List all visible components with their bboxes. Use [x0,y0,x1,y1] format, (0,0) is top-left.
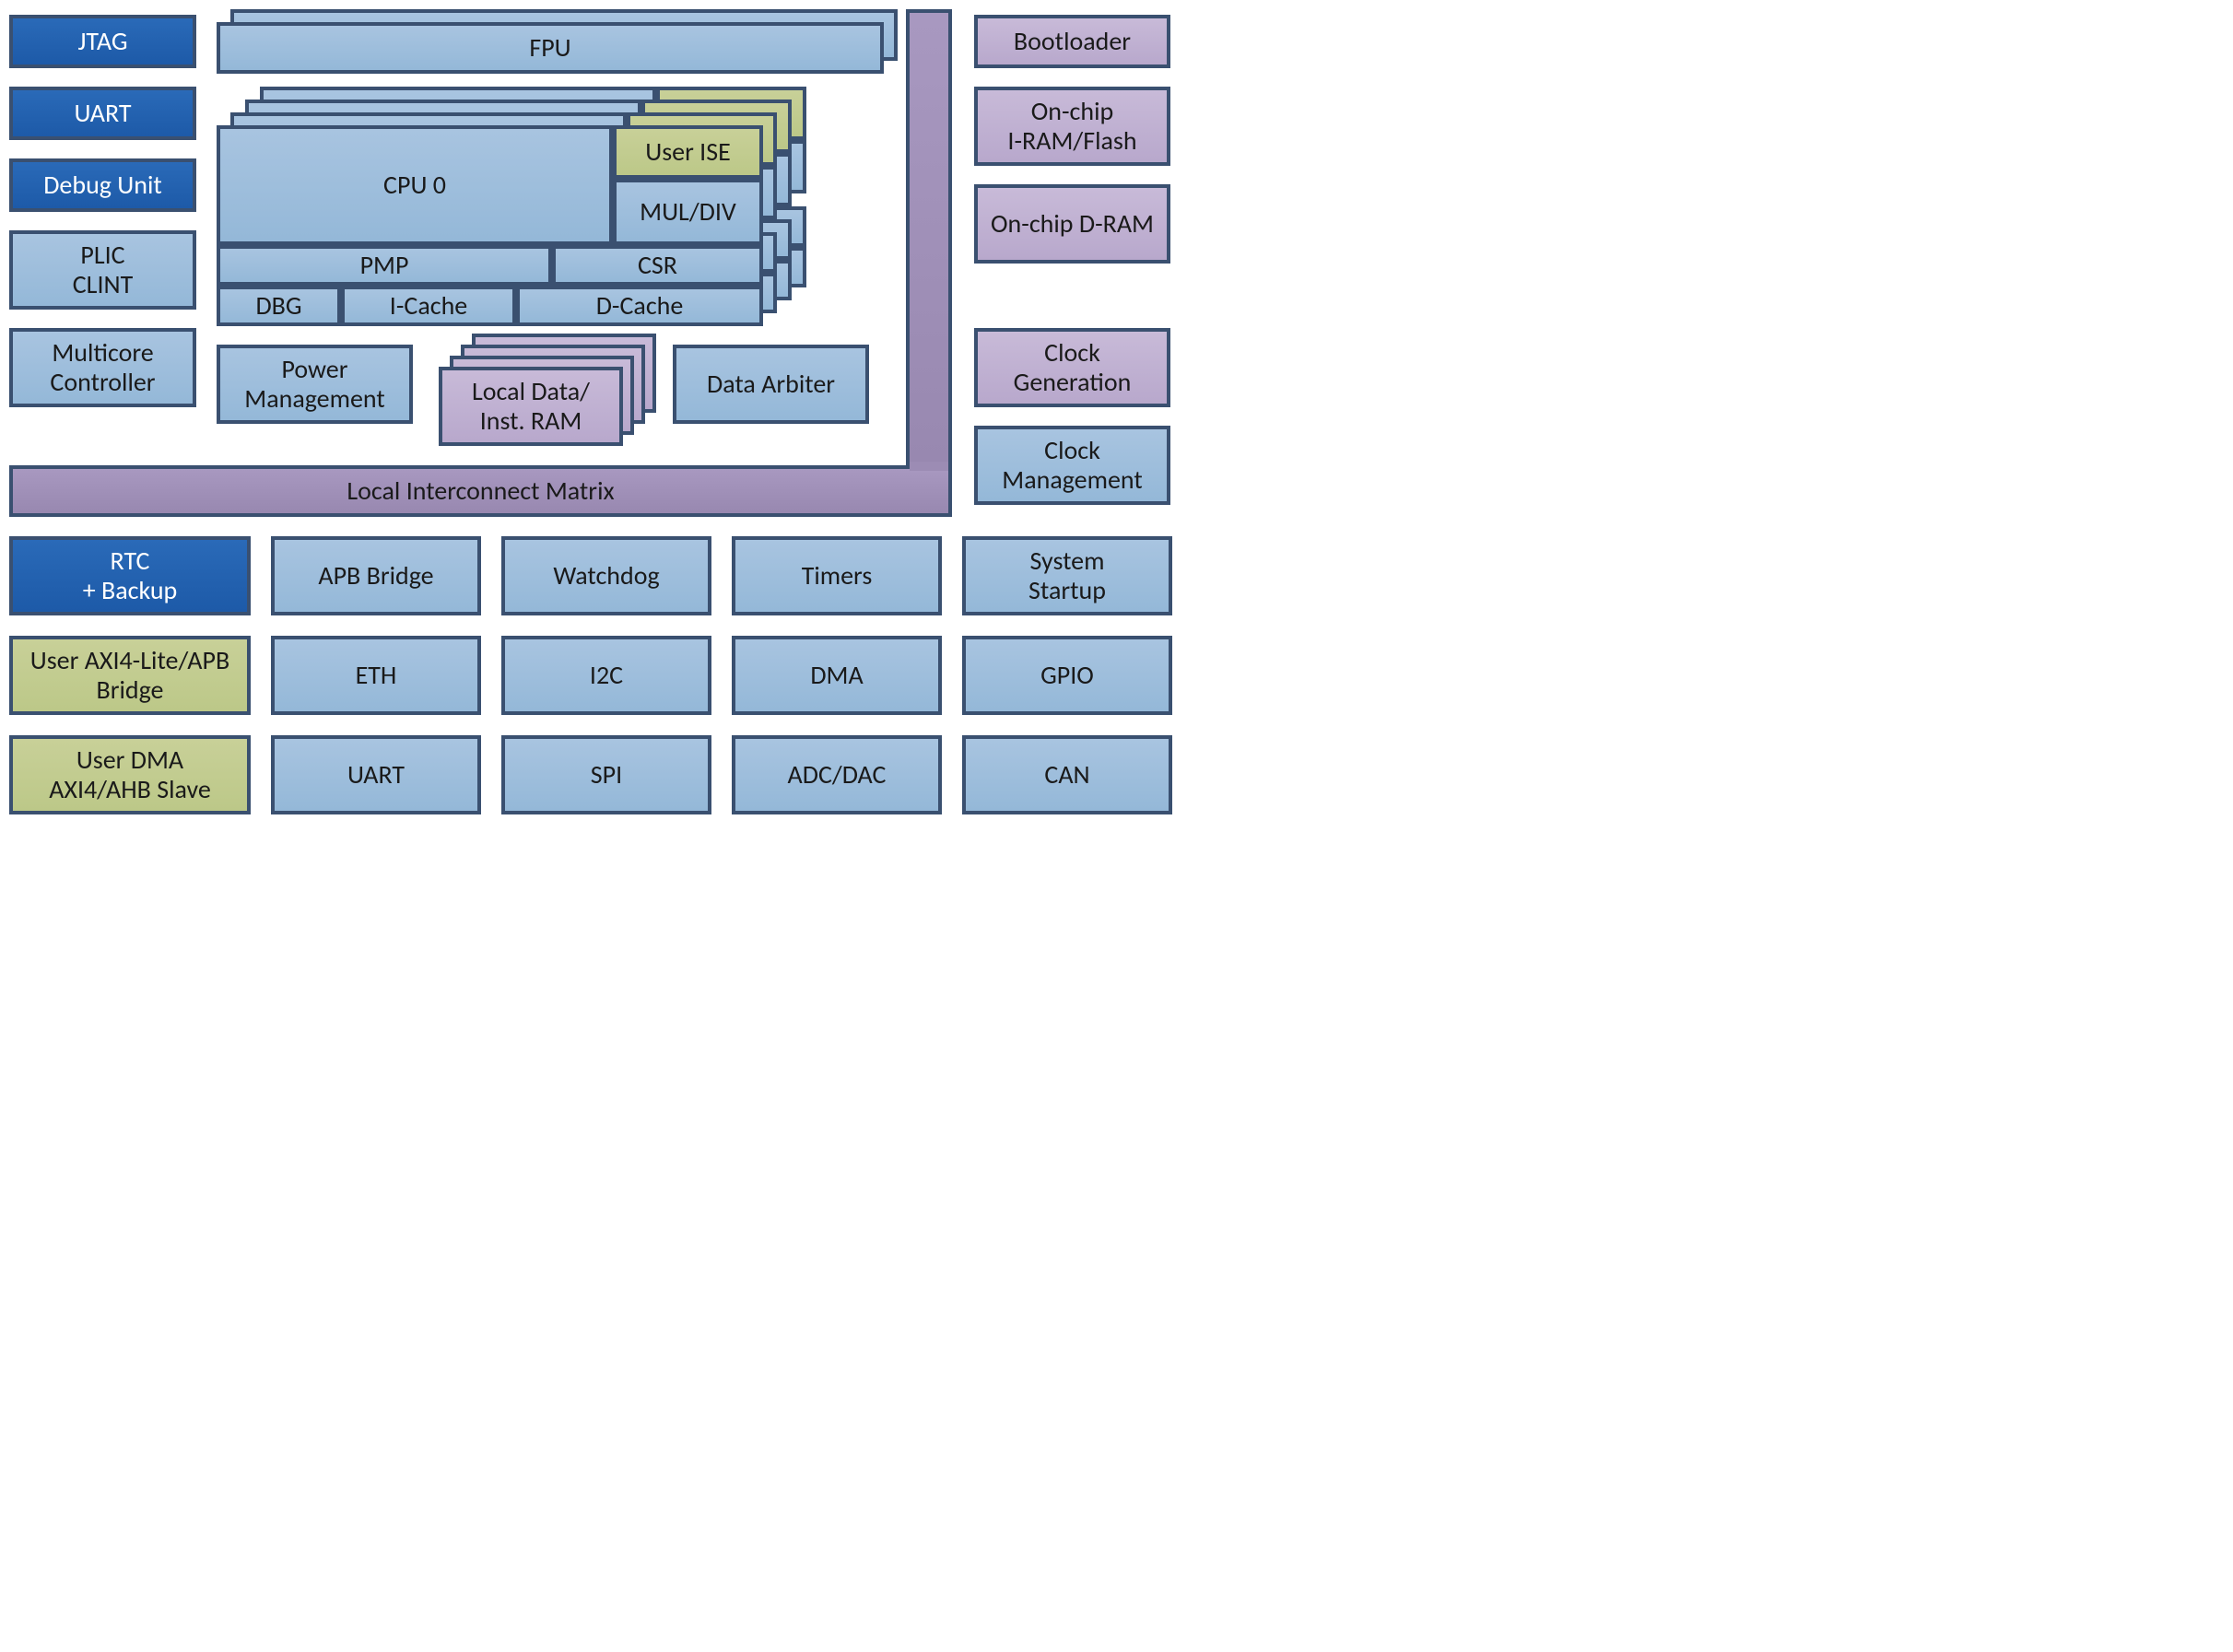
apb-bridge-block: APB Bridge [271,536,481,615]
gpio-block: GPIO [962,636,1172,715]
gpio-label: GPIO [1040,661,1094,690]
interconnect-vertical [906,9,952,465]
pmp-block: PMP [217,245,552,286]
uart2-label: UART [347,760,405,790]
spi-label: SPI [591,760,622,790]
multicore-label: Multicore Controller [50,338,155,397]
dbg-block: DBG [217,286,341,326]
adc-dac-label: ADC/DAC [788,760,887,790]
local-ram-label: Local Data/ Inst. RAM [472,377,590,436]
dma-block: DMA [732,636,942,715]
rtc-label: RTC + Backup [83,546,178,605]
cpu0-label: CPU 0 [383,170,446,200]
i2c-block: I2C [501,636,711,715]
power-mgmt-block: Power Management [217,345,413,424]
uart2-block: UART [271,735,481,814]
plic-clint-label: PLIC CLINT [73,240,133,299]
soc-block-diagram: JTAG UART Debug Unit PLIC CLINT Multicor… [9,9,1364,1004]
local-ram-block: Local Data/ Inst. RAM [439,367,623,446]
clock-gen-label: Clock Generation [1014,338,1132,397]
csr-label: CSR [638,251,677,280]
user-dma-label: User DMA AXI4/AHB Slave [49,745,211,804]
clock-mgmt-label: Clock Management [1002,436,1142,495]
pmp-label: PMP [360,251,409,280]
system-startup-label: System Startup [1028,546,1106,605]
can-label: CAN [1044,760,1089,790]
interconnect-join-cover [910,462,948,471]
eth-label: ETH [356,661,397,690]
system-startup-block: System Startup [962,536,1172,615]
multicore-block: Multicore Controller [9,328,196,407]
plic-clint-block: PLIC CLINT [9,230,196,310]
bootloader-block: Bootloader [974,15,1170,68]
user-ise-block: User ISE [613,125,763,179]
dram-block: On-chip D-RAM [974,184,1170,264]
debug-unit-block: Debug Unit [9,158,196,212]
uart-label: UART [74,99,131,128]
bootloader-label: Bootloader [1014,27,1131,56]
timers-label: Timers [802,561,873,591]
jtag-block: JTAG [9,15,196,68]
watchdog-label: Watchdog [553,561,659,591]
interconnect-horizontal: Local Interconnect Matrix [9,465,952,517]
adc-dac-block: ADC/DAC [732,735,942,814]
iram-block: On-chip I-RAM/Flash [974,87,1170,166]
eth-block: ETH [271,636,481,715]
timers-block: Timers [732,536,942,615]
data-arbiter-block: Data Arbiter [673,345,869,424]
apb-bridge-label: APB Bridge [318,561,433,591]
dma-label: DMA [810,661,863,690]
csr-block: CSR [552,245,763,286]
spi-block: SPI [501,735,711,814]
icache-label: I-Cache [390,291,467,321]
user-axi-lite-block: User AXI4-Lite/APB Bridge [9,636,251,715]
i2c-label: I2C [590,661,623,690]
jtag-label: JTAG [77,27,127,56]
dcache-label: D-Cache [596,291,684,321]
data-arbiter-label: Data Arbiter [707,369,835,399]
cpu0-block: CPU 0 [217,125,613,245]
dcache-block: D-Cache [516,286,763,326]
clock-gen-block: Clock Generation [974,328,1170,407]
dram-label: On-chip D-RAM [991,209,1154,239]
power-mgmt-label: Power Management [244,355,384,414]
user-ise-label: User ISE [645,137,731,167]
mul-div-block: MUL/DIV [613,179,763,245]
dbg-label: DBG [255,291,301,321]
can-block: CAN [962,735,1172,814]
watchdog-block: Watchdog [501,536,711,615]
rtc-block: RTC + Backup [9,536,251,615]
clock-mgmt-block: Clock Management [974,426,1170,505]
interconnect-label: Local Interconnect Matrix [347,476,614,506]
iram-label: On-chip I-RAM/Flash [1007,97,1136,156]
fpu-label: FPU [529,33,570,63]
fpu-block: FPU [217,22,884,74]
user-dma-block: User DMA AXI4/AHB Slave [9,735,251,814]
debug-unit-label: Debug Unit [43,170,162,200]
icache-block: I-Cache [341,286,516,326]
mul-div-label: MUL/DIV [640,197,736,227]
uart-block: UART [9,87,196,140]
user-axi-lite-label: User AXI4-Lite/APB Bridge [30,646,229,705]
